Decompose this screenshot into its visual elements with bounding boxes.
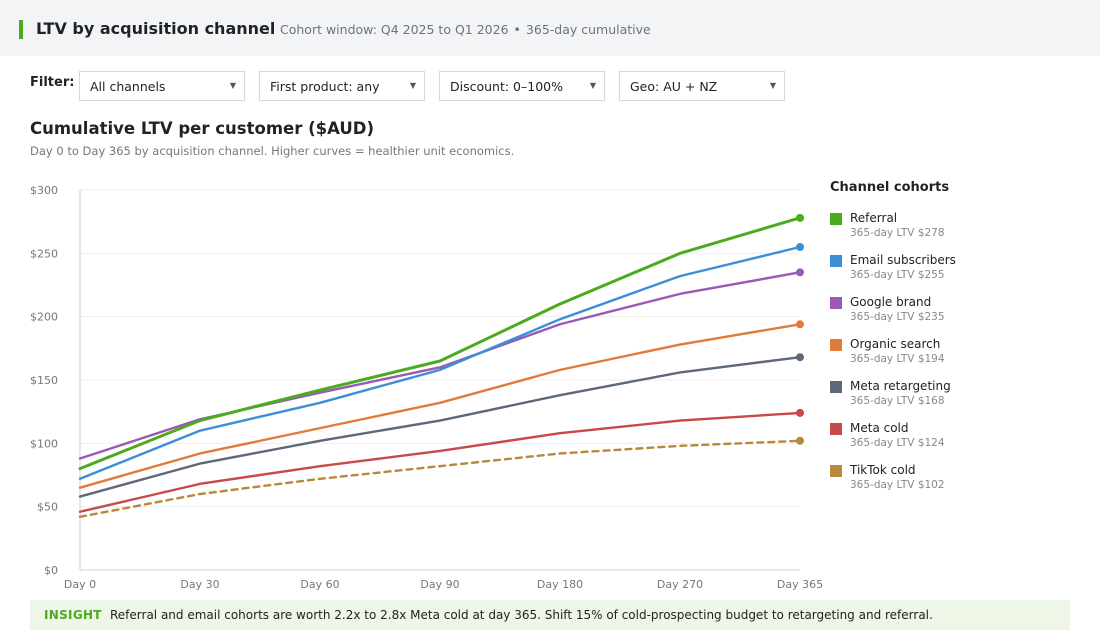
y-tick-label: $50 [37,501,58,514]
legend-ltv-value: 365-day LTV $168 [850,395,945,407]
legend-swatch [830,423,842,435]
x-tick-label: Day 60 [300,578,339,591]
chevron-down-icon: ▼ [229,81,236,90]
insight-banner: INSIGHT Referral and email cohorts are w… [30,600,1070,630]
legend-ltv-value: 365-day LTV $194 [850,353,945,365]
legend-item: TikTok cold 365-day LTV $102 [830,461,1090,503]
y-tick-label: $250 [30,247,58,260]
legend-series-name: TikTok cold [850,463,916,477]
legend-swatch [830,339,842,351]
page-header: LTV by acquisition channel Cohort window… [0,0,1100,56]
chart-subtitle: Day 0 to Day 365 by acquisition channel.… [30,144,515,158]
insight-text: Referral and email cohorts are worth 2.2… [110,608,933,622]
legend-item: Meta retargeting 365-day LTV $168 [830,377,1090,419]
series-line-tiktok-cold [78,439,802,518]
geo-filter-value: Geo: AU + NZ [630,79,718,94]
series-line-referral [78,216,802,471]
legend-item: Email subscribers 365-day LTV $255 [830,251,1090,293]
x-tick-label: Day 30 [180,578,219,591]
discount-filter-dropdown[interactable]: Discount: 0–100% ▼ [439,71,605,101]
chevron-down-icon: ▼ [769,81,776,90]
product-filter-value: First product: any [270,79,380,94]
legend-swatch [830,255,842,267]
legend-item: Organic search 365-day LTV $194 [830,335,1090,377]
series-endpoint-organic-search [796,320,804,329]
ltv-line-chart: $0 $50 $100 $150 $200 $250 $300 Day 0 Day 30 Day … [30,184,823,591]
cohort-window: Cohort window: Q4 2025 to Q1 2026 [280,22,509,37]
legend-swatch [830,213,842,225]
channel-filter-dropdown[interactable]: All channels ▼ [79,71,245,101]
y-tick-label: $0 [44,564,58,577]
header-accent-bar [19,20,23,39]
legend-ltv-value: 365-day LTV $255 [850,269,945,281]
page-title: LTV by acquisition channel [36,19,276,38]
series-endpoint-tiktok-cold [796,436,804,445]
x-tick-label: Day 0 [64,578,96,591]
legend-series-name: Meta retargeting [850,379,951,393]
legend-title: Channel cohorts [830,180,950,195]
legend-series-name: Meta cold [850,421,909,435]
legend-ltv-value: 365-day LTV $278 [850,227,945,239]
series-line-google-brand [78,271,802,460]
x-tick-label: Day 365 [777,578,823,591]
series-endpoint-referral [796,213,804,222]
chevron-down-icon: ▼ [409,81,416,90]
legend-swatch [830,465,842,477]
legend-series-name: Referral [850,211,898,225]
legend-series-name: Google brand [850,295,932,309]
insight-tag: INSIGHT [44,608,102,622]
x-tick-label: Day 180 [537,578,583,591]
chart-legend: Channel cohorts Referral 365-day LTV $278… [830,180,1090,503]
chevron-down-icon: ▼ [589,81,596,90]
legend-series-name: Organic search [850,337,941,351]
filter-label: Filter: [30,75,75,90]
legend-item: Meta cold 365-day LTV $124 [830,419,1090,461]
geo-filter-dropdown[interactable]: Geo: AU + NZ ▼ [619,71,785,101]
y-tick-label: $100 [30,437,58,450]
legend-items: Referral 365-day LTV $278 Email subscriber… [830,209,1090,503]
series-endpoint-meta-retargeting [796,353,804,362]
page-subtitle: Cohort window: Q4 2025 to Q1 2026 • 365-da… [280,22,651,37]
legend-swatch [830,297,842,309]
y-tick-label: $150 [30,374,58,387]
series-endpoint-meta-cold [796,408,804,417]
legend-swatch [830,381,842,393]
series-endpoint-email-subscribers [796,243,804,251]
series-line-email-subscribers [78,245,802,480]
series-line-meta-cold [78,411,802,513]
discount-filter-value: Discount: 0–100% [450,79,564,94]
y-tick-label: $300 [30,184,58,197]
legend-series-name: Email subscribers [850,253,956,267]
subtitle-separator: • [513,22,521,37]
legend-ltv-value: 365-day LTV $102 [850,479,945,491]
legend-ltv-value: 365-day LTV $235 [850,311,945,323]
product-filter-dropdown[interactable]: First product: any ▼ [259,71,425,101]
metric-window: 365-day cumulative [525,22,651,37]
y-tick-label: $200 [30,311,58,324]
chart-title: Cumulative LTV per customer ($AUD) [30,119,375,138]
series-endpoint-google-brand [796,268,804,277]
legend-item: Referral 365-day LTV $278 [830,209,1090,251]
channel-filter-value: All channels [90,79,166,94]
series-line-meta-retargeting [78,355,802,498]
legend-item: Google brand 365-day LTV $235 [830,293,1090,335]
x-tick-label: Day 90 [420,578,459,591]
series-line-organic-search [78,323,802,489]
x-tick-label: Day 270 [657,578,703,591]
legend-ltv-value: 365-day LTV $124 [850,437,945,449]
